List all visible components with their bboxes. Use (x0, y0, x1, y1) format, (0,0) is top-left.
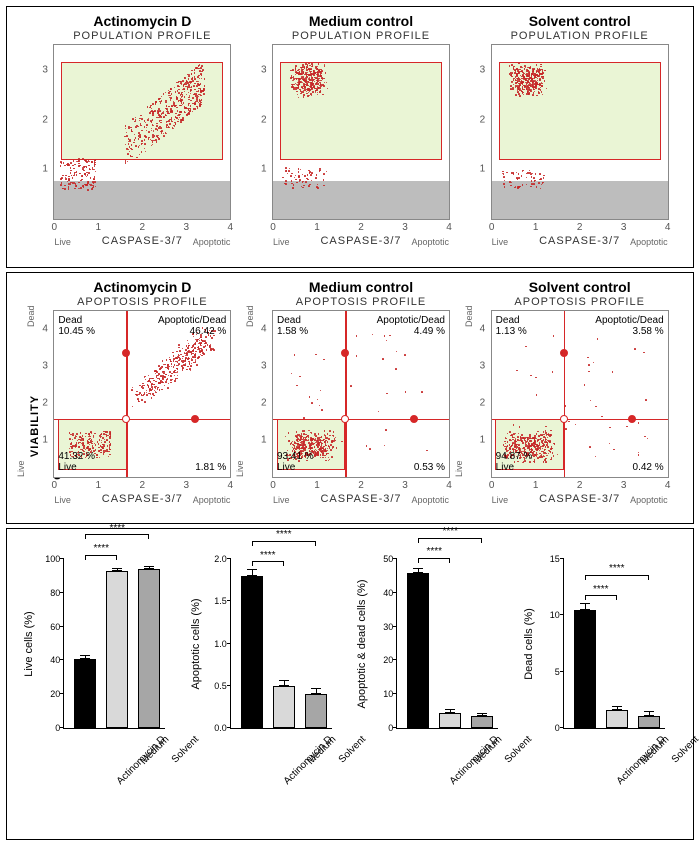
bar-category: Solvent (670, 734, 700, 765)
col-title: Solvent control (529, 13, 631, 29)
quad-bl: 93.41 %Live (277, 451, 314, 473)
x-axis-label: CASPASE-3/7 (320, 235, 401, 247)
bar (273, 686, 295, 728)
quad-tr: Apoptotic/Dead46.42 % (158, 315, 226, 337)
apoptosis-col: Solvent control APOPTOSIS PROFILE Dead1.… (470, 279, 689, 521)
y-corner-live: Live (235, 460, 245, 477)
col-subtitle: POPULATION PROFILE (73, 30, 211, 42)
col-subtitle: APOPTOSIS PROFILE (296, 296, 427, 308)
y-corner-live: Live (454, 460, 464, 477)
col-subtitle: APOPTOSIS PROFILE (77, 296, 208, 308)
bar-plot-area: 020406080100Actinomycin DMediumSolvent**… (63, 559, 165, 729)
y-corner-dead: Dead (26, 305, 36, 327)
quad-tl: Dead1.13 % (496, 315, 527, 337)
col-title: Medium control (309, 13, 413, 29)
quadrant-plot: Dead1.13 % Apoptotic/Dead3.58 % 94.87 %L… (491, 310, 669, 478)
bar (74, 659, 96, 728)
x-axis-label: CASPASE-3/7 (539, 235, 620, 247)
bar (407, 573, 429, 728)
scatter-plot: CASPASE-3/7 Live Apoptotic 01234123 (491, 44, 669, 220)
x-corner-live: Live (54, 237, 71, 247)
bar (241, 576, 263, 728)
bar (439, 713, 461, 728)
col-title: Actinomycin D (93, 13, 191, 29)
col-title: Solvent control (529, 279, 631, 295)
bar-ylabel: Live cells (%) (23, 611, 35, 676)
col-title: Medium control (309, 279, 413, 295)
col-subtitle: POPULATION PROFILE (292, 30, 430, 42)
x-corner-apop: Apoptotic (411, 495, 449, 505)
col-title: Actinomycin D (93, 279, 191, 295)
quadrant-plot: Dead10.45 % Apoptotic/Dead46.42 % 41.32 … (53, 310, 231, 478)
quad-tr: Apoptotic/Dead3.58 % (595, 315, 663, 337)
x-axis-label: CASPASE-3/7 (320, 493, 401, 505)
y-corner-live: Live (16, 460, 26, 477)
bar (106, 571, 128, 728)
population-col: Medium control POPULATION PROFILE CASPAS… (252, 13, 471, 265)
x-axis-label: CASPASE-3/7 (102, 493, 183, 505)
quad-br: 1.81 % (195, 462, 226, 473)
scatter-plot: CASPASE-3/7 Live Apoptotic 01234123 (272, 44, 450, 220)
x-axis-label: CASPASE-3/7 (539, 493, 620, 505)
population-col: Actinomycin D POPULATION PROFILE CASPASE… (33, 13, 252, 265)
x-corner-live: Live (492, 495, 509, 505)
sig-label: **** (276, 529, 292, 540)
x-corner-live: Live (273, 237, 290, 247)
quad-br: 0.42 % (633, 462, 664, 473)
bar (471, 716, 493, 728)
apoptosis-col: Medium control APOPTOSIS PROFILE Dead1.5… (252, 279, 471, 521)
panel-apoptosis: VIABILITY Actinomycin D APOPTOSIS PROFIL… (6, 272, 694, 524)
apoptosis-col: Actinomycin D APOPTOSIS PROFILE Dead10.4… (33, 279, 252, 521)
x-corner-live: Live (273, 495, 290, 505)
bar-chart: Dead cells (%) 051015Actinomycin DMedium… (525, 559, 675, 809)
x-corner-apop: Apoptotic (411, 237, 449, 247)
x-corner-live: Live (54, 495, 71, 505)
y-corner-dead: Dead (245, 305, 255, 327)
population-col: Solvent control POPULATION PROFILE CASPA… (470, 13, 689, 265)
sig-label: **** (442, 526, 458, 537)
quadrant-plot: Dead1.58 % Apoptotic/Dead4.49 % 93.41 %L… (272, 310, 450, 478)
quad-tr: Apoptotic/Dead4.49 % (377, 315, 445, 337)
sig-label: **** (93, 543, 109, 554)
bar (305, 694, 327, 728)
x-axis-label: CASPASE-3/7 (102, 235, 183, 247)
x-corner-apop: Apoptotic (630, 495, 668, 505)
y-corner-dead: Dead (464, 305, 474, 327)
figure-root: CELL SIZE INDEX Actinomycin D POPULATION… (0, 0, 700, 851)
sig-label: **** (426, 546, 442, 557)
bar-chart: Apoptotic & dead cells (%) 01020304050Ac… (358, 559, 508, 809)
panel-barcharts: Live cells (%) 020406080100Actinomycin D… (6, 528, 694, 840)
bar (606, 710, 628, 728)
bar (138, 569, 160, 728)
x-corner-apop: Apoptotic (630, 237, 668, 247)
bar-chart: Apoptotic cells (%) 0.00.51.01.52.0Actin… (192, 559, 342, 809)
scatter-plot: CASPASE-3/7 Live Apoptotic 01234123 (53, 44, 231, 220)
panel-b-cols: Actinomycin D APOPTOSIS PROFILE Dead10.4… (33, 279, 689, 521)
quad-br: 0.53 % (414, 462, 445, 473)
quad-tl: Dead1.58 % (277, 315, 308, 337)
bar-plot-area: 051015Actinomycin DMediumSolvent******** (563, 559, 665, 729)
col-subtitle: APOPTOSIS PROFILE (514, 296, 645, 308)
quad-bl: 41.32 %Live (58, 451, 95, 473)
bar-ylabel: Apoptotic & dead cells (%) (356, 579, 368, 708)
sig-label: **** (260, 550, 276, 561)
bar-plot-area: 01020304050Actinomycin DMediumSolvent***… (396, 559, 498, 729)
quad-bl: 94.87 %Live (496, 451, 533, 473)
bar-plot-area: 0.00.51.01.52.0Actinomycin DMediumSolven… (230, 559, 332, 729)
col-subtitle: POPULATION PROFILE (511, 30, 649, 42)
bar-ylabel: Apoptotic cells (%) (190, 598, 202, 689)
x-corner-apop: Apoptotic (193, 237, 231, 247)
sig-label: **** (109, 523, 125, 534)
bar-chart: Live cells (%) 020406080100Actinomycin D… (25, 559, 175, 809)
panel-a-cols: Actinomycin D POPULATION PROFILE CASPASE… (33, 13, 689, 265)
x-corner-apop: Apoptotic (193, 495, 231, 505)
bar (638, 716, 660, 728)
bar-ylabel: Dead cells (%) (523, 608, 535, 680)
panel-population: CELL SIZE INDEX Actinomycin D POPULATION… (6, 6, 694, 268)
sig-label: **** (609, 563, 625, 574)
x-corner-live: Live (492, 237, 509, 247)
quad-tl: Dead10.45 % (58, 315, 95, 337)
bar (574, 610, 596, 728)
sig-label: **** (593, 584, 609, 595)
